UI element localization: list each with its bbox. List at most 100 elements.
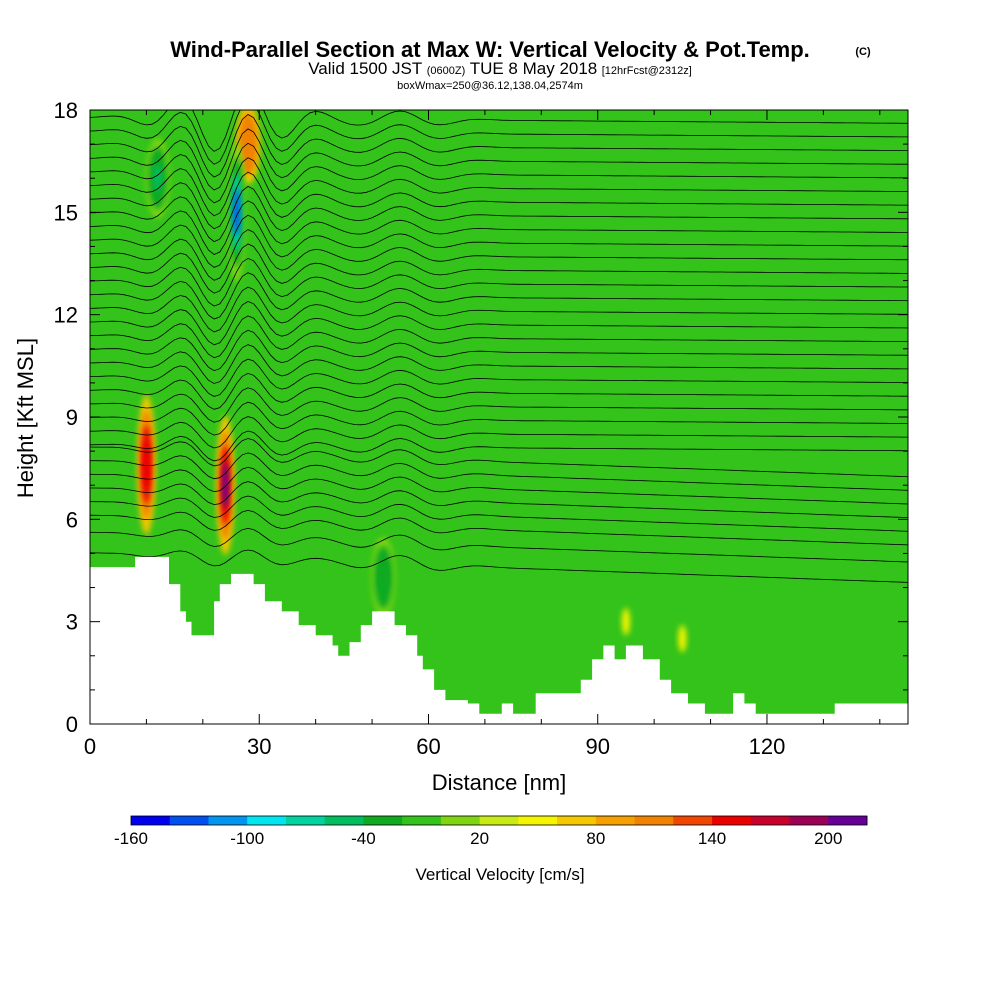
colorbar-frame [130,815,868,826]
x-tick-label: 0 [84,734,96,759]
y-tick-label: 0 [66,712,78,737]
plot-area [90,110,908,724]
theta-contour [90,416,908,449]
colorbar-label: 20 [470,829,489,848]
colorbar-swatch [440,816,481,825]
colorbar-swatch [712,816,752,825]
velocity-plume [243,130,253,158]
colorbar-swatch [557,816,597,825]
colorbar: -160 -100 -40 20 80 140 200 [114,815,868,848]
theta-contour [90,438,908,478]
theta-contour [90,466,908,505]
theta-contour [90,171,908,230]
theta-contour [90,157,908,217]
theta-contour [90,128,908,191]
theta-contour [90,315,908,359]
colorbar-swatch [479,816,519,825]
forecast-info: [12hrFcst@2312z] [602,65,692,77]
colorbar-label: 80 [586,829,605,848]
colorbar-label: 200 [814,829,842,848]
velocity-feature [227,142,246,283]
x-tick-label: 90 [585,734,609,759]
velocity-plume [621,608,631,636]
y-tick-label: 6 [66,507,78,532]
x-tick-label: 60 [416,734,440,759]
vertical-velocity-field [137,110,687,653]
theta-contour [90,509,908,546]
theta-contour [90,329,908,372]
theta-contour [90,286,908,333]
colorbar-swatch [131,816,171,825]
colorbar-label: -100 [230,829,264,848]
y-tick-label: 12 [54,303,78,328]
theta-contour [90,401,908,436]
x-tick-label: 30 [247,734,271,759]
velocity-feature [371,537,396,618]
colorbar-title: Vertical Velocity [cm/s] [415,865,584,884]
y-tick-label: 9 [66,405,78,430]
theta-contour [90,430,908,462]
velocity-plume [233,188,240,237]
velocity-plume [678,625,687,653]
theta-contour [90,344,908,384]
theta-contour [90,214,908,268]
colorbar-swatch [789,816,829,825]
colorbar-label: -40 [351,829,376,848]
theta-contour [90,358,908,397]
valid-date: TUE 8 May 2018 [470,59,598,78]
colorbar-swatch [828,816,868,825]
y-tick-label: 15 [54,200,78,225]
theta-contour [90,110,908,165]
velocity-plume [379,563,388,591]
colorbar-swatch [673,816,713,825]
y-tick-label: 18 [54,98,78,123]
theta-contour [90,229,908,281]
theta-contour [90,452,908,491]
colorbar-swatch [750,816,791,825]
chart-subtitle-valid: Valid 1500 JST (0600Z) TUE 8 May 2018 [1… [308,59,692,78]
velocity-plume [222,461,229,510]
velocity-plume [143,440,150,489]
theta-contour [90,372,908,410]
colorbar-label: 140 [698,829,726,848]
colorbar-swatch [285,816,326,825]
theta-contour [90,257,908,307]
valid-time-utc: (0600Z) [427,65,466,77]
y-axis-title: Height [Kft MSL] [13,338,38,498]
theta-contour [90,110,908,152]
theta-contour [90,185,908,243]
velocity-plume [153,164,162,192]
colorbar-swatch [518,816,558,825]
theta-contour [90,114,908,178]
valid-time-jst: Valid 1500 JST [308,59,422,78]
theta-contour [90,301,908,346]
theta-contour [90,549,908,583]
x-axis-title: Distance [nm] [432,770,567,795]
theta-contour [90,142,908,204]
colorbar-label: -160 [114,829,148,848]
velocity-feature [621,608,631,636]
theta-contour [90,272,908,320]
theta-contour [90,527,908,563]
colorbar-swatch [324,816,364,825]
velocity-feature [678,625,687,653]
chart-subtitle-box: boxWmax=250@36.12,138.04,2574m [397,80,583,92]
theta-contour [90,200,908,255]
potential-temperature-contours [90,110,908,583]
y-tick-label: 3 [66,610,78,635]
theta-contour [90,243,908,294]
colorbar-swatch [595,816,636,825]
x-axis: 0 30 60 90 120 [84,110,881,759]
colorbar-swatch [402,816,442,825]
theta-contour [90,387,908,423]
velocity-feature [145,138,170,219]
colorbar-swatch [169,816,209,825]
chart-title-block: Wind-Parallel Section at Max W: Vertical… [170,37,871,92]
copyright-mark: (C) [855,46,871,58]
colorbar-swatch [247,816,287,825]
x-tick-label: 120 [749,734,786,759]
theta-contour [90,481,908,518]
chart-title: Wind-Parallel Section at Max W: Vertical… [170,37,810,62]
velocity-feature [216,415,235,556]
colorbar-swatch [363,816,403,825]
